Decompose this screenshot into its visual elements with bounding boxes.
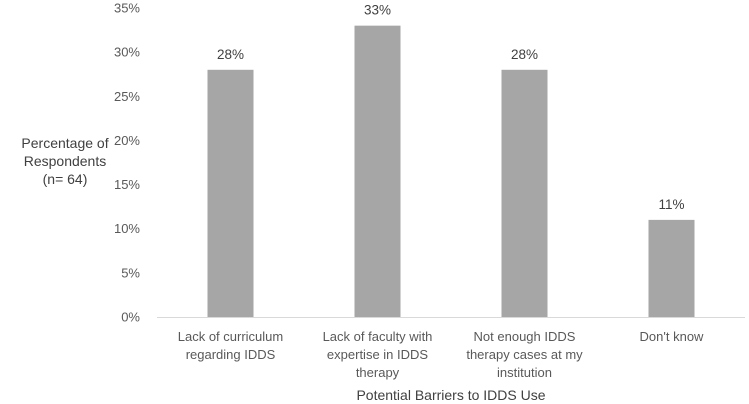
x-category-label: Lack of curriculum — [178, 329, 283, 344]
x-category-label: therapy cases at my — [466, 347, 583, 362]
data-labels: 28% 33% 28% 11% — [217, 3, 685, 212]
y-tick-label: 25% — [114, 89, 140, 104]
y-axis-title-line: Percentage of — [21, 135, 108, 151]
bar-data-label: 28% — [511, 47, 538, 62]
y-axis-title-line: (n= 64) — [43, 171, 88, 187]
y-tick-label: 15% — [114, 177, 140, 192]
bar-data-label: 28% — [217, 47, 244, 62]
x-category-label: Lack of faculty with — [323, 329, 433, 344]
bar — [501, 69, 548, 317]
bar-data-label: 11% — [658, 197, 684, 212]
x-category-label: Don't know — [640, 329, 705, 344]
x-axis-categories: Lack of curriculum regarding IDDS Lack of … — [178, 329, 704, 380]
bar — [648, 219, 695, 317]
y-tick-label: 0% — [121, 310, 140, 325]
y-tick-label: 30% — [114, 45, 140, 60]
x-category-label: regarding IDDS — [186, 347, 276, 362]
y-tick-label: 10% — [114, 221, 140, 236]
x-category-label: therapy — [356, 365, 400, 380]
x-category-label: institution — [497, 365, 552, 380]
y-axis-ticks: 0% 5% 10% 15% 20% 25% 30% 35% — [114, 1, 140, 325]
bars — [207, 25, 695, 318]
bar — [207, 69, 254, 317]
x-axis-title: Potential Barriers to IDDS Use — [356, 387, 545, 403]
bar — [354, 25, 401, 318]
y-axis-title-line: Respondents — [24, 153, 107, 169]
y-tick-label: 35% — [114, 1, 140, 16]
x-category-label: expertise in IDDS — [327, 347, 428, 362]
x-category-label: Not enough IDDS — [474, 329, 576, 344]
y-tick-label: 20% — [114, 133, 140, 148]
y-axis-title: Percentage of Respondents (n= 64) — [21, 135, 108, 187]
y-tick-label: 5% — [121, 265, 140, 280]
bar-data-label: 33% — [364, 3, 391, 18]
